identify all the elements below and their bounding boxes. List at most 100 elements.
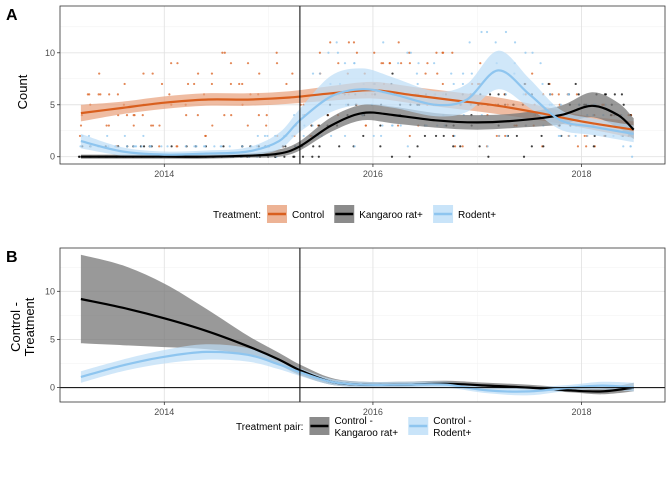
data-point-control <box>441 51 444 54</box>
series-line-krat <box>80 104 635 158</box>
data-point-control <box>388 62 392 65</box>
data-point-krat <box>603 93 607 96</box>
data-point-krat <box>487 155 490 158</box>
data-point-krat <box>222 145 225 148</box>
data-point-control <box>408 51 411 54</box>
legend-item-control: Control <box>266 205 324 223</box>
data-point-rodent <box>327 51 330 54</box>
data-point-control <box>223 114 226 117</box>
data-point-rodent <box>629 145 632 148</box>
data-point-control <box>176 145 179 148</box>
data-point-control <box>246 62 250 65</box>
data-point-control <box>373 51 376 54</box>
data-point-rodent <box>505 134 509 138</box>
data-point-krat <box>452 145 455 148</box>
data-point-control <box>396 124 400 127</box>
legend-item-krat: Kangaroo rat+ <box>334 205 423 223</box>
data-point-krat <box>312 145 315 148</box>
series-line-rodent <box>80 350 634 393</box>
data-point-krat <box>488 93 492 96</box>
data-point-rodent <box>416 82 419 86</box>
data-point-control <box>185 114 188 117</box>
data-point-krat <box>577 93 580 96</box>
y-tick: 0 <box>50 383 60 393</box>
data-point-control <box>318 51 321 54</box>
y-tick-label: 0 <box>50 152 55 162</box>
legend-label: Control -Kangaroo rat+ <box>334 416 398 439</box>
data-point-rodent <box>142 134 145 138</box>
data-point-rodent <box>559 103 562 106</box>
data-point-control <box>258 72 261 75</box>
data-point-control <box>108 93 111 96</box>
data-point-rodent <box>106 134 109 138</box>
data-point-rodent <box>567 93 570 96</box>
data-point-krat <box>390 155 394 158</box>
data-point-control <box>453 145 457 148</box>
data-point-control <box>229 82 233 86</box>
ribbon-rodent <box>80 344 634 396</box>
data-point-rodent <box>372 134 375 138</box>
data-point-control <box>210 72 214 75</box>
data-point-control <box>98 72 101 75</box>
data-point-krat <box>338 145 341 148</box>
x-tick: 2014 <box>154 402 174 417</box>
panel-a-tag: A <box>6 7 18 24</box>
data-point-rodent <box>336 51 340 54</box>
y-tick: 5 <box>50 334 60 344</box>
data-point-rodent <box>228 145 231 148</box>
data-point-rodent <box>140 145 143 148</box>
data-point-control <box>196 114 199 117</box>
panel-b-ylabel: Control -Treatment <box>8 297 37 356</box>
data-point-rodent <box>557 134 560 138</box>
data-point-control <box>583 134 586 138</box>
data-point-control <box>408 134 411 138</box>
data-point-krat <box>497 93 500 96</box>
data-point-control <box>380 62 383 65</box>
legend-item-rodent: Control -Rodent+ <box>408 416 472 439</box>
data-point-rodent <box>470 72 473 75</box>
data-point-krat <box>522 155 526 158</box>
data-point-rodent <box>219 145 222 148</box>
panel-a-plot-area: 0 5 10 2014 2016 2018 <box>45 5 666 179</box>
data-point-control <box>125 114 129 117</box>
data-point-control <box>79 124 83 127</box>
data-point-krat <box>170 145 173 148</box>
data-point-rodent <box>193 145 196 148</box>
y-tick-label: 5 <box>50 334 55 344</box>
data-point-control <box>241 82 244 86</box>
panel-b-legend: Treatment pair: Control -Kangaroo rat+ Con… <box>236 416 472 439</box>
data-point-control <box>176 62 179 65</box>
data-point-krat <box>416 145 419 148</box>
data-point-rodent <box>568 134 571 138</box>
data-point-control <box>265 114 268 117</box>
data-point-krat <box>592 145 595 148</box>
plot-border <box>59 247 666 403</box>
data-point-krat <box>142 145 146 148</box>
panel-b-tag: B <box>6 249 18 266</box>
plot-border <box>59 5 666 165</box>
data-point-rodent <box>480 30 483 34</box>
data-point-control <box>196 72 200 75</box>
legend-item-rodent: Rodent+ <box>433 205 496 223</box>
y-tick-label: 10 <box>45 48 55 58</box>
data-point-control <box>504 134 507 138</box>
data-point-control <box>426 62 429 65</box>
x-tick: 2018 <box>572 402 592 417</box>
x-tick-label: 2016 <box>363 407 383 417</box>
series-line-rodent <box>80 69 634 156</box>
legend-title: Treatment pair: <box>236 422 303 433</box>
data-point-control <box>265 124 268 127</box>
data-point-control <box>223 51 226 54</box>
data-point-rodent <box>399 124 402 127</box>
data-point-rodent <box>531 51 534 54</box>
data-point-control <box>531 72 534 75</box>
data-point-control <box>246 124 249 127</box>
data-point-krat <box>542 145 545 148</box>
data-point-control <box>355 51 359 54</box>
data-point-krat <box>442 134 445 138</box>
x-tick-label: 2016 <box>363 169 383 179</box>
x-tick-label: 2014 <box>154 169 174 179</box>
data-point-krat <box>574 82 577 86</box>
data-point-rodent <box>381 124 384 127</box>
